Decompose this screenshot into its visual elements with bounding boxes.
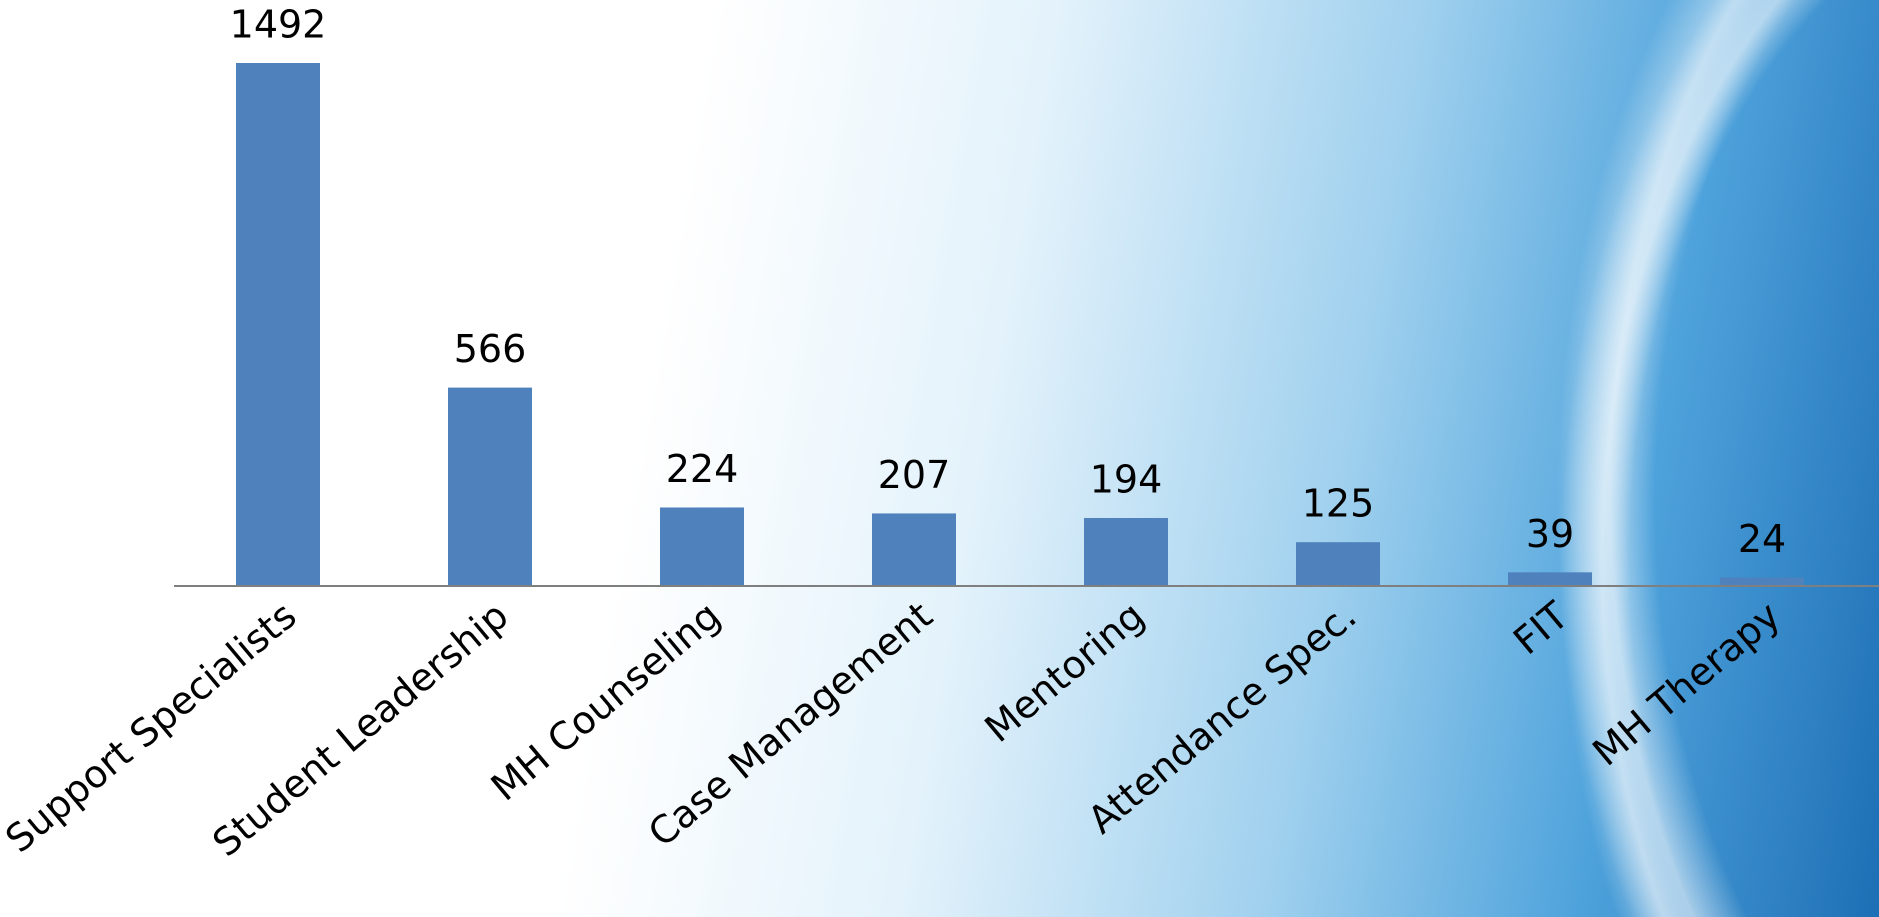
data-label: 566: [454, 327, 527, 371]
data-label: 125: [1302, 482, 1375, 526]
x-tick-label: MH Counseling: [483, 593, 729, 809]
bar: [1084, 517, 1168, 586]
bar: [660, 507, 744, 586]
data-label: 207: [878, 453, 951, 497]
x-tick-label: Mentoring: [977, 593, 1153, 751]
bar: [448, 387, 532, 586]
bar: [1296, 542, 1380, 586]
data-label: 1492: [230, 3, 327, 47]
bar: [872, 513, 956, 586]
bar: [1508, 572, 1592, 586]
data-label: 39: [1526, 512, 1574, 556]
bar: [236, 63, 320, 586]
x-tick-label: FIT: [1505, 593, 1577, 663]
bar: [1720, 577, 1804, 586]
data-label: 24: [1738, 517, 1786, 561]
x-tick-label: MH Therapy: [1584, 593, 1788, 774]
data-label: 224: [666, 447, 739, 491]
data-label: 194: [1090, 457, 1163, 501]
